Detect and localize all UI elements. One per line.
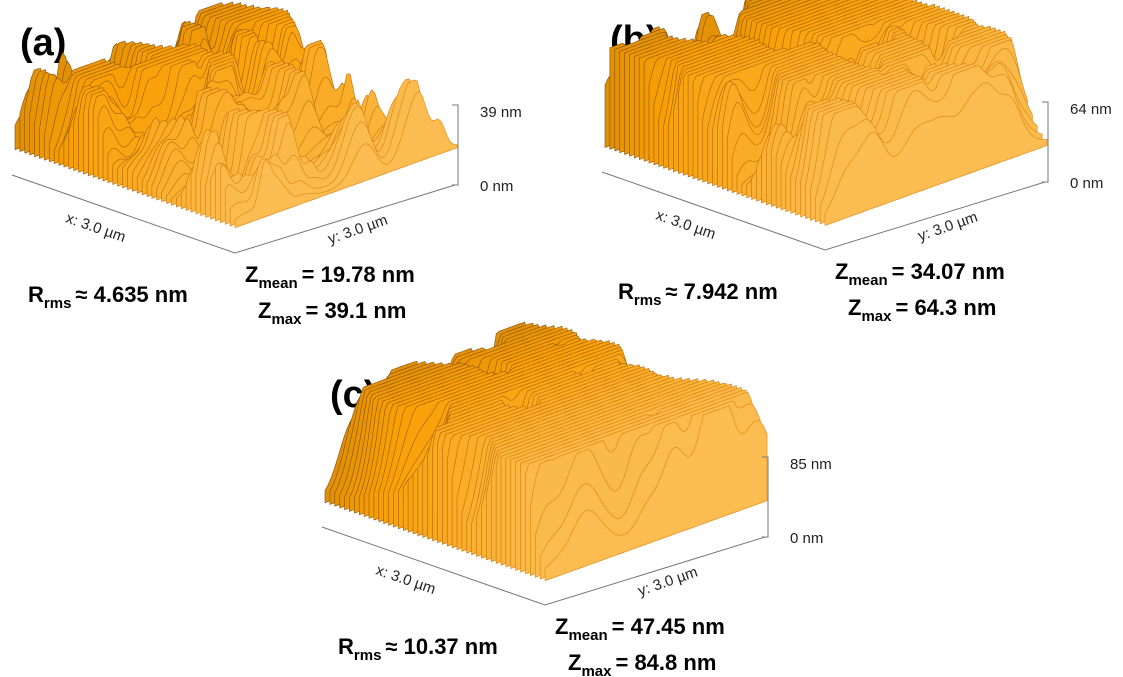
value: ≈ 4.635 nm [75,282,187,307]
symbol: Z [848,295,861,320]
value: = 64.3 nm [895,295,996,320]
z-bottom-label: 0 nm [1070,175,1103,192]
z-bottom-label: 0 nm [790,530,823,547]
subscript: rms [354,647,382,664]
symbol: Z [245,262,258,287]
value: = 84.8 nm [615,650,716,675]
z-mean-stat: Zmean = 47.45 nm [555,614,725,644]
rms-stat: Rrms≈ 10.37 nm [338,634,498,664]
rms-stat: Rrms≈ 4.635 nm [28,282,188,312]
x-axis-label: x: 3.0 µm [64,210,128,246]
z-max-stat: Zmax= 64.3 nm [848,295,996,325]
panel-label: (a) [20,22,66,64]
z-bottom-label: 0 nm [480,178,513,195]
z-top-label: 64 nm [1070,101,1112,118]
subscript: mean [848,272,887,289]
rms-stat: Rrms≈ 7.942 nm [618,279,778,309]
x-axis-label: x: 3.0 µm [654,207,718,243]
value: = 19.78 nm [302,262,415,287]
z-mean-stat: Zmean = 19.78 nm [245,262,415,292]
symbol: Z [835,259,848,284]
subscript: max [861,308,892,325]
subscript: mean [568,627,607,644]
subscript: max [271,311,302,328]
symbol: Z [568,650,581,675]
y-axis-label: y: 3.0 µm [326,212,390,248]
value: ≈ 7.942 nm [665,279,777,304]
symbol: R [618,279,634,304]
subscript: rms [44,295,72,312]
value: = 39.1 nm [305,298,406,323]
x-axis-label: x: 3.0 µm [374,562,438,598]
y-axis-label: y: 3.0 µm [636,564,700,600]
value: = 34.07 nm [892,259,1005,284]
z-top-label: 85 nm [790,456,832,473]
z-max-stat: Zmax= 39.1 nm [258,298,406,328]
symbol: Z [555,614,568,639]
z-max-stat: Zmax= 84.8 nm [568,650,716,677]
symbol: Z [258,298,271,323]
y-axis-label: y: 3.0 µm [916,209,980,245]
panel: (a) 39 nm 0 nm x: 3.0 µm y: 3.0 µm Rrms≈ 4.63… [12,2,522,328]
subscript: mean [258,275,297,292]
z-top-label: 39 nm [480,104,522,121]
symbol: R [338,634,354,659]
value: ≈ 10.37 nm [385,634,497,659]
figure: (a)39 nm0 nmx: 3.0 µmy: 3.0 µmRrms≈ 4.63… [0,0,1123,677]
value: = 47.45 nm [612,614,725,639]
symbol: R [28,282,44,307]
z-mean-stat: Zmean = 34.07 nm [835,259,1005,289]
subscript: rms [634,292,662,309]
subscript: max [581,663,612,677]
